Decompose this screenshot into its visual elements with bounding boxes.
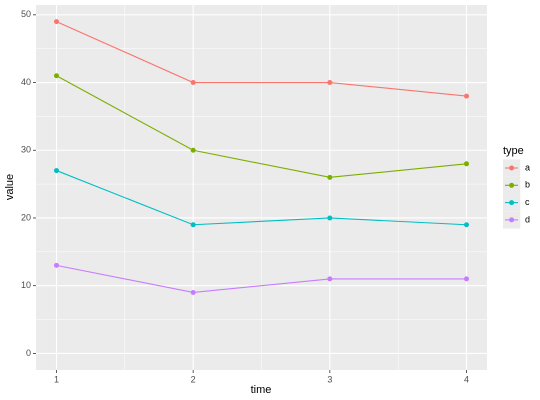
point xyxy=(54,73,59,79)
point xyxy=(464,161,469,167)
point xyxy=(464,93,469,99)
point xyxy=(190,222,196,228)
point xyxy=(54,168,59,174)
y-tick-label: 0 xyxy=(26,348,31,358)
plot-area xyxy=(54,19,469,295)
legend-title: type xyxy=(503,145,524,157)
y-tick-label: 10 xyxy=(21,280,31,290)
legend-label: c xyxy=(525,197,530,207)
point xyxy=(190,80,196,86)
y-axis-title: value xyxy=(4,174,16,200)
x-tick-label: 2 xyxy=(191,374,196,384)
legend-label: d xyxy=(525,214,530,224)
y-tick-label: 20 xyxy=(21,212,31,222)
point xyxy=(464,276,469,282)
y-tick-label: 50 xyxy=(21,9,31,19)
legend-key-point xyxy=(509,200,515,206)
point xyxy=(54,262,59,268)
y-tick-label: 40 xyxy=(21,77,31,87)
legend-label: a xyxy=(525,162,530,172)
x-tick-label: 4 xyxy=(464,374,469,384)
x-tick-label: 1 xyxy=(54,374,59,384)
point xyxy=(327,276,333,282)
point xyxy=(54,19,59,25)
point xyxy=(327,215,333,221)
legend-key-point xyxy=(509,165,515,171)
legend-key-point xyxy=(509,217,515,223)
series-line xyxy=(56,21,467,97)
series-line xyxy=(56,170,467,226)
x-axis-title: time xyxy=(251,384,272,396)
legend-label: b xyxy=(525,180,530,190)
legend-key-point xyxy=(509,182,515,188)
point xyxy=(327,174,333,180)
point xyxy=(464,222,469,228)
series-line xyxy=(56,75,467,178)
x-tick-label: 3 xyxy=(327,374,332,384)
y-tick-label: 30 xyxy=(21,145,31,155)
point xyxy=(190,289,196,295)
point xyxy=(327,80,333,86)
point xyxy=(190,147,196,153)
series-line xyxy=(56,264,467,294)
